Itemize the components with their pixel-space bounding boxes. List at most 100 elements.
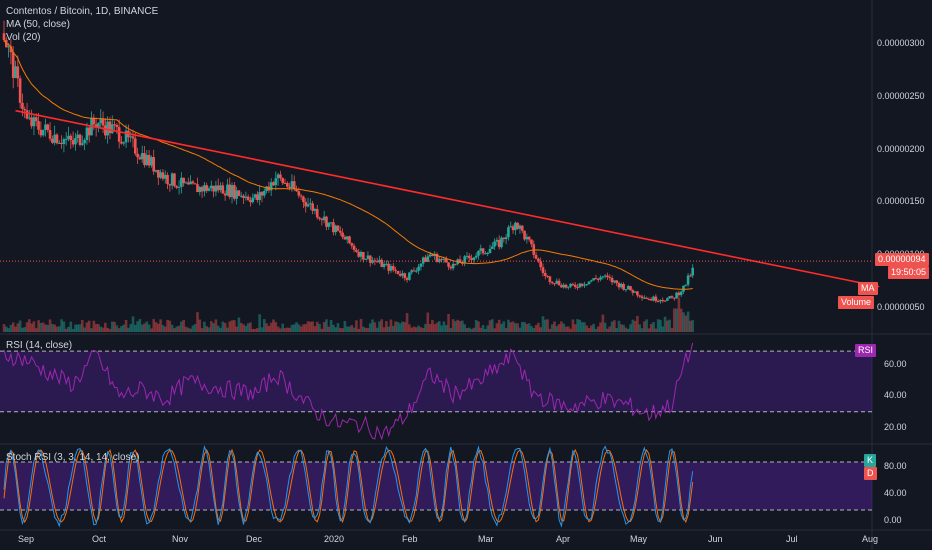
volume-bar — [313, 326, 317, 332]
volume-bar — [249, 322, 252, 332]
volume-bar — [216, 325, 220, 332]
candle-body — [2, 33, 6, 41]
volume-bar — [186, 327, 190, 332]
rsi-line — [3, 342, 694, 441]
volume-bar — [417, 325, 420, 332]
candle-body — [191, 181, 195, 184]
volume-bar — [408, 324, 411, 332]
price-tick-label: 0.00000250 — [877, 91, 925, 101]
candle-body — [689, 275, 692, 277]
volume-bar — [272, 319, 275, 332]
volume-bar — [474, 319, 478, 332]
volume-bar — [159, 319, 162, 332]
volume-bar — [175, 326, 179, 332]
candle-body — [170, 173, 174, 186]
candle-body — [638, 295, 642, 297]
candle-body — [520, 225, 524, 231]
volume-bar — [560, 321, 563, 332]
candle-body — [364, 258, 367, 260]
volume-bar — [120, 325, 123, 332]
volume-bar — [514, 323, 517, 332]
candle-body — [320, 218, 324, 221]
volume-bar — [32, 321, 36, 332]
volume-bar — [338, 328, 342, 332]
volume-bar — [382, 327, 386, 332]
volume-bar — [318, 324, 321, 332]
volume-bar — [336, 323, 340, 332]
candle-body — [159, 172, 162, 178]
candle-body — [631, 290, 635, 293]
candle-body — [472, 257, 476, 261]
candle-body — [380, 259, 384, 267]
volume-bar — [629, 324, 632, 332]
volume-bar — [435, 322, 439, 332]
volume-bar — [244, 325, 248, 332]
volume-bar — [442, 321, 446, 332]
volume-bar — [117, 328, 121, 332]
volume-bar — [173, 328, 176, 332]
candle-body — [619, 283, 623, 288]
candle-body — [412, 270, 416, 272]
candle-body — [378, 259, 381, 263]
volume-bar — [46, 324, 50, 332]
time-tick-label: Sep — [18, 534, 35, 544]
volume-bar — [76, 324, 80, 332]
candle-body — [196, 184, 199, 193]
volume-bar — [320, 328, 324, 332]
volume-bar — [304, 324, 308, 332]
volume-bar — [405, 313, 409, 332]
candle-body — [246, 196, 250, 200]
volume-bar — [51, 324, 54, 332]
volume-bar — [488, 320, 492, 332]
candle-body — [329, 222, 333, 224]
rsi-legend: RSI (14, close) — [6, 340, 73, 351]
candle-body — [470, 258, 473, 261]
volume-tag: Volume — [838, 296, 875, 309]
volume-bar — [497, 319, 501, 332]
candle-body — [64, 138, 68, 140]
volume-bar — [230, 320, 234, 332]
candle-body — [28, 117, 31, 119]
volume-bar — [85, 322, 89, 332]
candle-body — [14, 66, 17, 78]
candle-body — [157, 169, 160, 178]
candle-body — [67, 135, 70, 139]
candle-body — [295, 189, 298, 192]
volume-bar — [99, 326, 103, 332]
volume-bar — [412, 326, 416, 332]
candle-body — [608, 277, 612, 279]
candle-body — [39, 129, 43, 136]
candle-body — [486, 253, 489, 255]
candle-body — [25, 110, 29, 119]
volume-bar — [484, 328, 487, 332]
time-tick-label: Dec — [246, 534, 263, 544]
volume-bar — [507, 319, 510, 332]
candle-body — [198, 186, 202, 193]
candle-body — [237, 190, 241, 196]
candle-body — [645, 297, 648, 299]
candle-body — [97, 123, 100, 128]
volume-bar — [557, 324, 561, 332]
volume-bar — [663, 316, 667, 332]
volume-bar — [163, 326, 167, 332]
candle-body — [265, 186, 268, 192]
volume-bar — [184, 326, 188, 332]
volume-bar — [325, 319, 328, 332]
candle-body — [177, 186, 181, 188]
candle-body — [454, 263, 457, 265]
candle-body — [16, 66, 20, 79]
volume-bar — [385, 321, 388, 332]
candle-countdown: 19:50:05 — [888, 266, 930, 279]
volume-bar — [467, 327, 471, 332]
volume-bar — [166, 319, 169, 332]
candle-body — [258, 192, 261, 201]
candle-body — [318, 217, 321, 219]
candle-body — [46, 124, 50, 131]
volume-bar — [643, 321, 646, 332]
candle-body — [242, 195, 245, 198]
volume-bar — [633, 320, 637, 332]
volume-bar — [477, 321, 480, 332]
candle-body — [32, 117, 36, 127]
candle-body — [643, 297, 646, 299]
